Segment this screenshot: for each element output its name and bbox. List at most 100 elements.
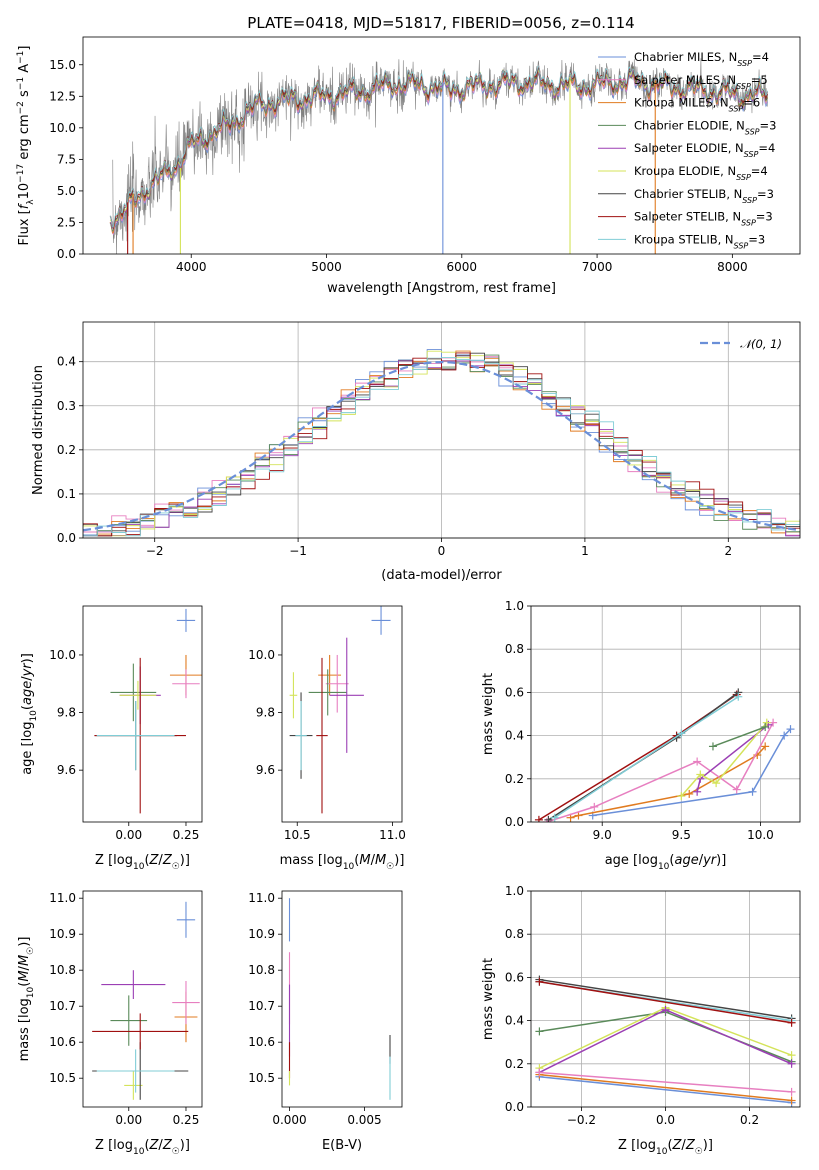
label-part: M — [359, 853, 370, 868]
label-part: Z — [162, 1138, 173, 1153]
legend-label-suffix: =3 — [757, 187, 774, 201]
massweight-vs-z-panel-xlabel: Z [log10(Z/Z☉)] — [618, 1138, 713, 1157]
label-part: log — [113, 853, 133, 868]
y-tick-label: 11.0 — [248, 891, 275, 905]
y-tick-label: 11.0 — [49, 891, 76, 905]
legend-label-text: Kroupa MILES, N — [634, 96, 729, 110]
series-marker — [693, 757, 702, 766]
label-part: −2 — [16, 101, 26, 114]
age-vs-z-panel-ylabel: age [log10(age/yr)] — [20, 653, 39, 775]
legend-label-suffix: =3 — [756, 210, 773, 224]
series-marker — [786, 725, 795, 734]
label-part: 10 — [133, 862, 145, 872]
series-line — [712, 726, 766, 748]
x-tick-label: 9.5 — [672, 828, 691, 842]
label-part: age [ — [20, 741, 35, 774]
series-marker — [550, 813, 559, 822]
axes-frame — [281, 605, 403, 823]
y-tick-label: 0.0 — [505, 1100, 524, 1114]
y-tick-label: 9.6 — [256, 763, 275, 777]
legend-label-text: Chabrier MILES, N — [634, 50, 737, 64]
label-part: −1 — [16, 51, 26, 64]
series-line — [592, 728, 792, 817]
y-tick-label: 0.8 — [505, 642, 524, 656]
legend-label-suffix: =6 — [743, 96, 760, 110]
plot-area — [92, 901, 200, 1100]
axes-frame — [82, 321, 801, 539]
legend-label-suffix: =4 — [752, 50, 769, 64]
x-tick-label: 0.00 — [115, 1113, 142, 1127]
label-part: )] — [20, 653, 35, 663]
y-tick-label: 0.6 — [505, 685, 524, 699]
label-part: mass [ — [17, 1018, 32, 1061]
y-tick-label: 10.0 — [49, 121, 76, 135]
series-line — [539, 1073, 792, 1102]
errorbar-point — [110, 663, 157, 722]
label-part: M — [375, 853, 386, 868]
series-marker — [787, 1051, 796, 1060]
x-tick-label: 0.2 — [740, 1113, 759, 1127]
axes-frame — [530, 605, 801, 823]
label-part: ( — [669, 853, 674, 868]
residuals-xlabel: (data-model)/error — [381, 568, 502, 583]
label-part: −17 — [16, 164, 26, 183]
label-part: / — [158, 1138, 163, 1153]
x-tick-label: 0.005 — [347, 1113, 381, 1127]
legend-label: 𝒩(0, 1) — [740, 337, 782, 351]
series-line — [539, 980, 792, 1024]
y-tick-label: 0.0 — [57, 531, 76, 545]
mass-vs-z-panel-xlabel: Z [log10(Z/Z☉)] — [95, 1138, 190, 1157]
errorbar-point — [325, 654, 349, 713]
label-part: s — [17, 90, 32, 101]
series-marker — [787, 1059, 796, 1068]
label-part: Z — [162, 853, 173, 868]
label-part: / — [681, 1138, 686, 1153]
label-part: Z [ — [95, 853, 113, 868]
legend-label-sub: SSP — [736, 173, 751, 182]
label-part: 10 — [133, 1147, 145, 1157]
y-tick-label: 10.7 — [248, 999, 275, 1013]
plot-area — [288, 898, 391, 1100]
y-tick-label: 10.0 — [248, 648, 275, 662]
age-vs-z-panel-xlabel: Z [log10(Z/Z☉)] — [95, 853, 190, 872]
y-tick-label: 10.9 — [248, 927, 275, 941]
label-part: Z [ — [618, 1138, 636, 1153]
mass-vs-ebv-panel: 0.000 0.005 10.5 10.6 10.7 10.8 10.9 11.0 E(B-V) — [248, 890, 403, 1153]
series-marker — [761, 742, 770, 751]
label-part: )] — [703, 1138, 713, 1153]
errorbar-point — [119, 680, 157, 710]
label-part: yr — [20, 662, 35, 678]
series-marker — [535, 1027, 544, 1036]
series-marker — [535, 1068, 544, 1077]
x-tick-label: 10.0 — [747, 828, 774, 842]
spectrum-plot-area — [109, 58, 768, 254]
x-tick-label: 0.25 — [173, 1113, 200, 1127]
residuals-panel: −2 −1 0 1 2 0.0 0.1 0.2 0.3 0.4 (data-model)/error… — [31, 321, 801, 583]
series-marker — [787, 1096, 796, 1105]
label-part: / — [699, 853, 704, 868]
label-part: −1 — [16, 77, 26, 90]
label-part: / — [17, 965, 32, 970]
label-part: age — [674, 853, 698, 868]
series-line — [546, 722, 774, 822]
axes-frame — [82, 605, 203, 823]
errorbar-point — [289, 672, 298, 719]
x-tick-label: 0.25 — [173, 828, 200, 842]
x-tick-label: 2 — [724, 544, 732, 558]
label-part: A — [17, 64, 32, 77]
massweight-vs-z-panel-ylabel: mass weight — [481, 958, 496, 1040]
plot-area — [289, 606, 391, 814]
spectrum-panel: 4000 5000 6000 7000 8000 0.0 2.5 5.0 7.5 10.0 12.5… — [16, 36, 801, 296]
legend-label-sub: SSP — [734, 241, 749, 250]
series-marker — [590, 802, 599, 811]
axes-frame — [530, 890, 801, 1108]
legend-label-text: Chabrier ELODIE, N — [634, 118, 745, 132]
x-tick-label: 5000 — [311, 260, 342, 274]
x-tick-label: 11.0 — [379, 828, 406, 842]
label-part: 10 — [343, 862, 355, 872]
errorbar-point — [172, 669, 200, 699]
label-part: Z — [672, 1138, 683, 1153]
y-tick-label: 0.4 — [505, 1014, 524, 1028]
x-tick-label: −1 — [289, 544, 307, 558]
errorbar-point — [92, 1013, 189, 1050]
